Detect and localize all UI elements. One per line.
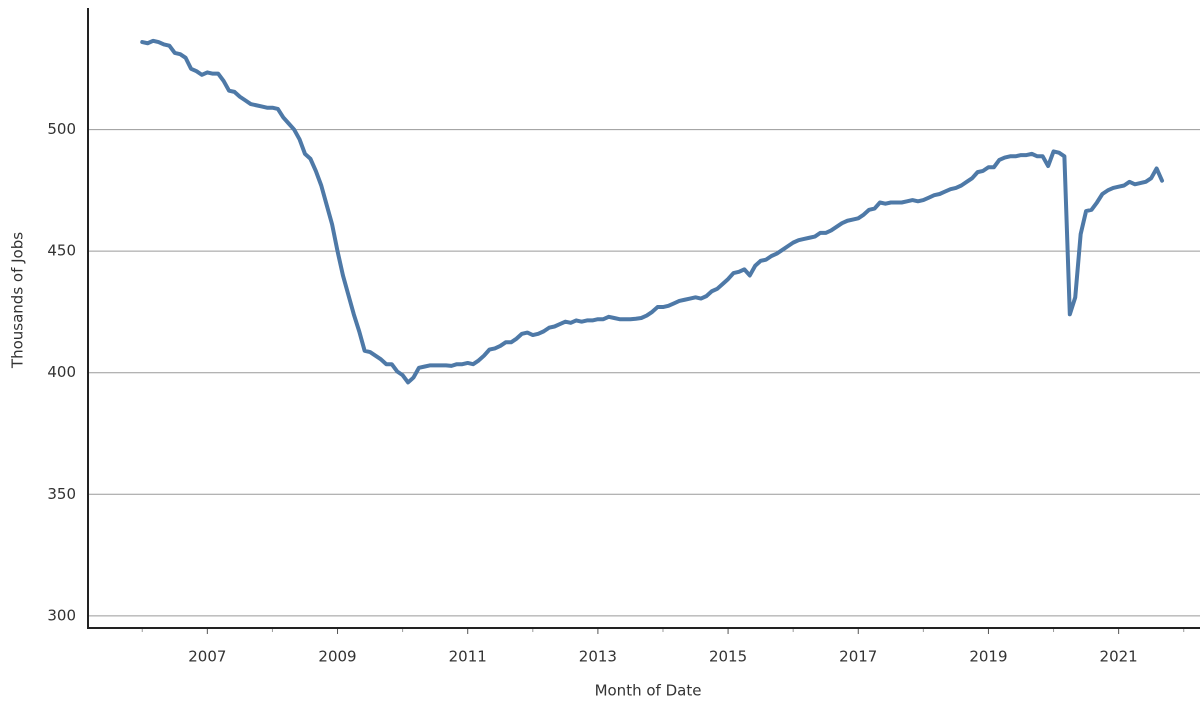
x-tick-label: 2009	[318, 648, 356, 666]
y-tick-label: 450	[47, 242, 76, 260]
x-tick-label: 2017	[839, 648, 877, 666]
data-line	[140, 38, 1165, 385]
x-tick-label: 2019	[969, 648, 1007, 666]
y-tick-label: 500	[47, 120, 76, 138]
x-tick-label: 2007	[188, 648, 226, 666]
x-tick-label: 2021	[1100, 648, 1138, 666]
x-axis-title: Month of Date	[595, 682, 702, 700]
y-axis-title: Thousands of Jobs	[9, 232, 27, 369]
x-tick-label: 2015	[709, 648, 747, 666]
y-tick-label: 350	[47, 485, 76, 503]
x-tick-label: 2011	[449, 648, 487, 666]
y-tick-label: 300	[47, 606, 76, 624]
y-tick-label: 400	[47, 363, 76, 381]
x-tick-label: 2013	[579, 648, 617, 666]
